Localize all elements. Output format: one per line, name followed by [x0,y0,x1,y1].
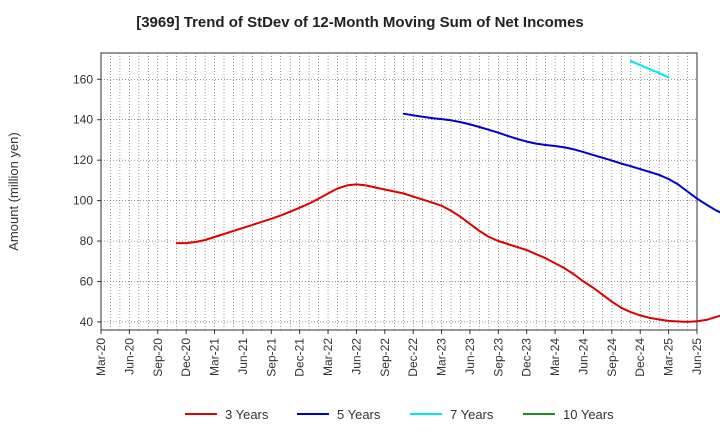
x-tick-label: Jun-21 [236,338,250,375]
x-tick-label: Dec-20 [179,338,193,377]
x-tick-label: Dec-24 [633,338,647,377]
x-tick-label: Dec-21 [293,338,307,377]
x-tick-label: Mar-21 [208,338,222,376]
x-tick-label: Sep-21 [264,338,278,377]
x-tick-label: Jun-25 [690,338,704,375]
x-tick-label: Dec-22 [406,338,420,377]
x-tick-label: Mar-23 [435,338,449,376]
x-tick-label: Dec-23 [520,338,534,377]
series-line-7-years [629,60,670,79]
plot-area [100,52,698,331]
x-tick-label: Mar-25 [662,338,676,376]
x-tick-label: Jun-20 [122,338,136,375]
y-tick-label: 160 [73,72,93,86]
x-tick-label: Sep-22 [378,338,392,377]
x-tick-label: Jun-23 [463,338,477,375]
x-tick-label: Sep-24 [605,338,619,377]
y-tick-label: 40 [80,315,94,329]
legend-label-10-years: 10 Years [563,407,614,422]
x-axis: Mar-20 Jun-20 Sep-20 Dec-20 Mar-21 Jun-21 Sep-… [94,330,704,377]
legend-label-7-years: 7 Years [450,407,494,422]
x-tick-label: Mar-22 [321,338,335,376]
y-axis-label: Amount (million yen) [6,132,21,251]
x-tick-label: Mar-24 [548,338,562,376]
y-tick-label: 100 [73,194,93,208]
legend: 3 Years 5 Years 7 Years 10 Years [185,407,614,422]
grid [101,53,697,330]
x-tick-label: Jun-24 [576,338,590,375]
series-line-5-years [402,112,720,214]
x-tick-label: Jun-22 [349,338,363,375]
chart-title: [3969] Trend of StDev of 12-Month Moving… [136,14,584,31]
x-tick-label: Sep-20 [151,338,165,377]
y-tick-label: 60 [80,274,94,288]
series-lines [175,60,720,323]
y-tick-label: 120 [73,153,93,167]
x-tick-label: Sep-23 [491,338,505,377]
series-line-3-years [175,183,720,323]
y-tick-label: 140 [73,113,93,127]
x-tick-label: Mar-20 [94,338,108,376]
legend-label-5-years: 5 Years [337,407,381,422]
y-axis: 40 60 80 100 120 140 160 [73,72,101,329]
legend-label-3-years: 3 Years [225,407,269,422]
y-tick-label: 80 [80,234,94,248]
